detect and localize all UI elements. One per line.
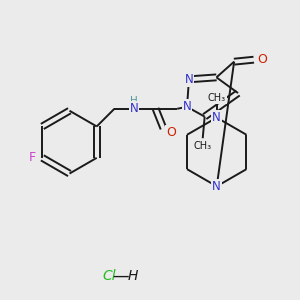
Text: Cl: Cl xyxy=(102,268,116,283)
Text: N: N xyxy=(184,73,194,86)
Text: CH₃: CH₃ xyxy=(194,141,212,151)
Text: CH₃: CH₃ xyxy=(208,93,226,103)
Text: H: H xyxy=(127,268,137,283)
Text: O: O xyxy=(167,126,176,139)
Text: N: N xyxy=(212,111,221,124)
Text: —: — xyxy=(112,267,129,285)
Text: N: N xyxy=(183,100,191,113)
Text: F: F xyxy=(29,152,36,164)
Text: N: N xyxy=(212,180,221,193)
Text: O: O xyxy=(258,53,268,66)
Text: H: H xyxy=(130,96,138,106)
Text: N: N xyxy=(130,102,138,115)
